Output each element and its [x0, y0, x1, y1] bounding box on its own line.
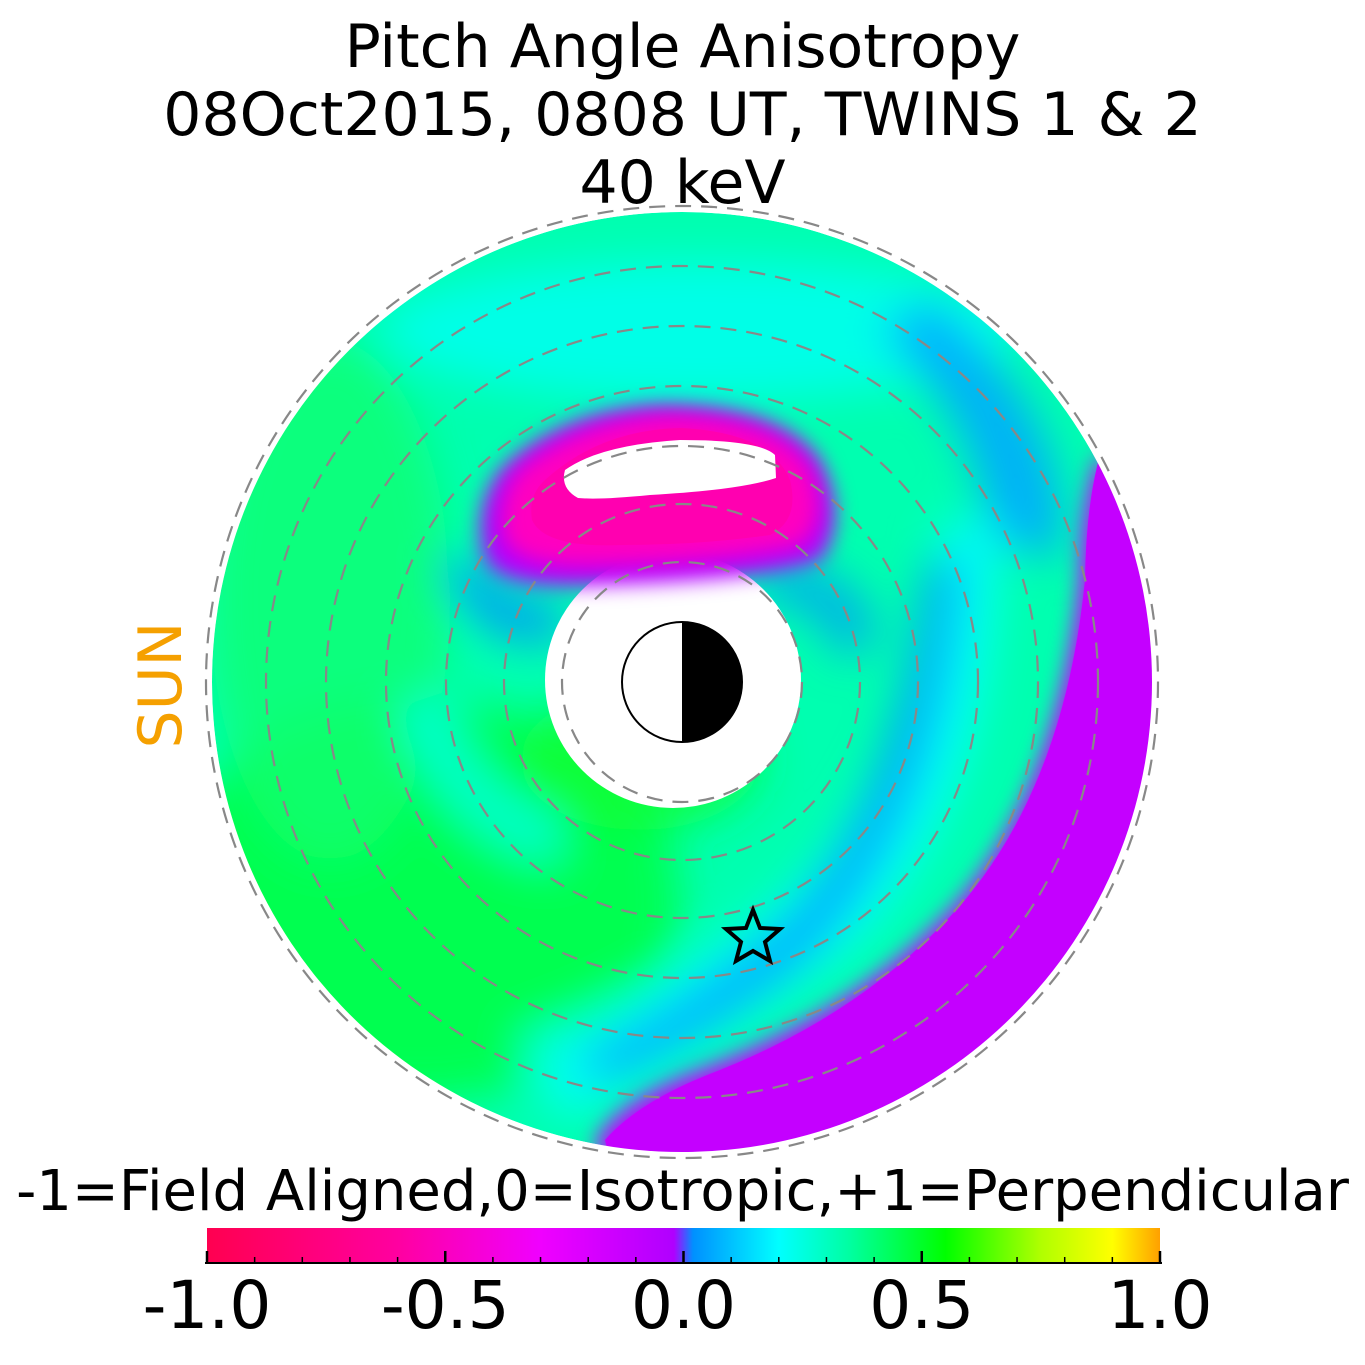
- polar-grid: [204, 204, 1160, 1160]
- grid-circle-2: [502, 502, 862, 862]
- grid-circle-5: [324, 324, 1040, 1040]
- colorbar-tick-label: 1.0: [1107, 1267, 1213, 1344]
- chart-title-line-2: 08Oct2015, 0808 UT, TWINS 1 & 2: [163, 80, 1202, 150]
- colorbar-ticks: [205, 1251, 1162, 1263]
- heatmap-ring: [160, 212, 1162, 1160]
- grid-circle-3: [444, 444, 920, 920]
- star-marker: [720, 904, 786, 966]
- perpendicular-arc-core: [605, 455, 1162, 1160]
- colorbar-label: -1=Field Aligned,0=Isotropic,+1=Perpendi…: [16, 1159, 1349, 1224]
- grid-circle-1: [560, 560, 804, 804]
- colorbar-tick-label: 0.0: [631, 1267, 736, 1344]
- colorbar: [205, 1228, 1162, 1264]
- chart-title-line-1: Pitch Angle Anisotropy: [344, 12, 1021, 82]
- colorbar-tick-label: -1.0: [142, 1267, 272, 1344]
- colorbar-tick-label: 0.5: [869, 1267, 975, 1344]
- heatmap-soft-bands: [160, 260, 1063, 1120]
- polar-heatmap-plot: [160, 204, 1162, 1160]
- field-aligned-cap-region: [480, 405, 835, 586]
- colorbar-tick-label: -0.5: [380, 1267, 510, 1344]
- earth-symbol: [621, 621, 743, 743]
- grid-circle-6: [264, 264, 1100, 1100]
- sun-direction-label: SUN: [126, 610, 196, 760]
- grid-circle-7: [204, 204, 1160, 1160]
- grid-circle-4: [384, 384, 980, 980]
- sun-label-text: SUN: [126, 621, 196, 749]
